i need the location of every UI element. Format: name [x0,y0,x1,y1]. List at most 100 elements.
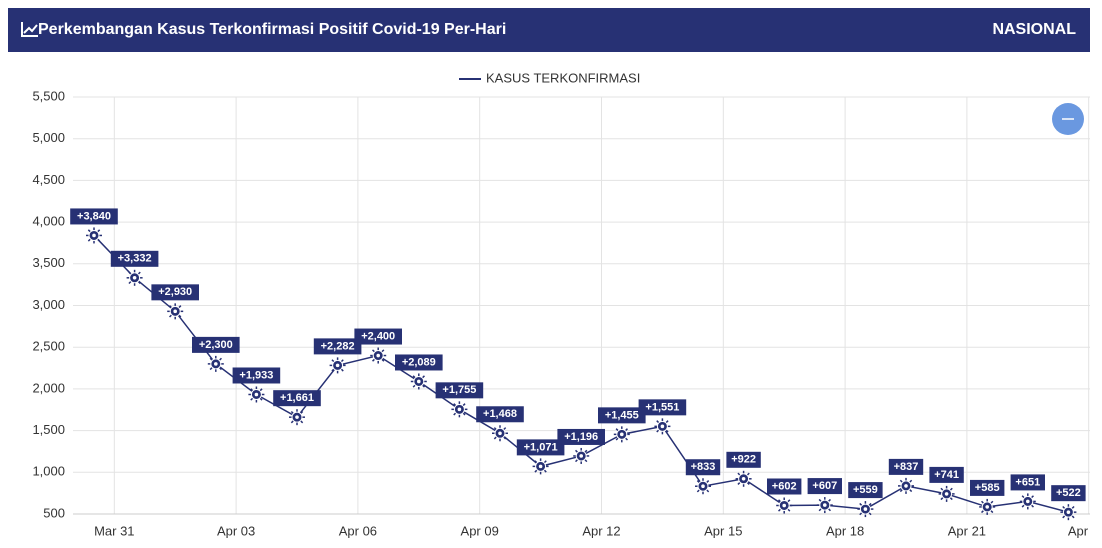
point-marker [654,418,671,435]
chart: 500 1,000 1,500 2,000 2,500 3,000 3,500 4,000 4,… [32,70,1090,538]
point-marker [329,357,346,374]
data-label-box [476,406,524,423]
data-label: +607 [812,480,837,492]
x-tick-label: Apr 09 [461,523,499,538]
point-marker [898,477,914,494]
point-marker [451,401,468,418]
point-marker [938,485,955,502]
point-marker [816,497,833,514]
marker-core [92,233,96,238]
data-label: +741 [934,469,959,481]
data-label-box [232,367,281,384]
data-label: +2,089 [402,356,436,368]
point-marker [1060,504,1077,521]
marker-core [295,415,299,419]
point-marker [86,227,102,244]
x-tick-label: Apr 18 [826,523,864,538]
data-label: +3,332 [118,253,152,265]
data-label-box [354,328,402,345]
marker-core [457,407,462,412]
point-marker [289,409,305,426]
data-label-box [557,428,605,445]
data-label: +1,196 [564,431,598,443]
data-label-box [151,284,199,301]
x-tick-label: Apr [1068,523,1089,538]
marker-core [701,484,705,489]
data-label-box [685,459,721,476]
data-label-box [273,390,321,407]
data-label: +1,071 [524,441,558,453]
y-tick-label: 3,000 [32,297,65,312]
point-marker [370,347,387,364]
data-label: +2,300 [199,339,233,351]
data-label: +585 [975,482,1000,494]
data-label-box [110,250,159,267]
marker-core [944,492,949,496]
data-label-box [1051,485,1086,502]
marker-core [620,432,624,437]
marker-core [132,276,137,280]
legend-label: KASUS TERKONFIRMASI [486,70,640,85]
data-label: +1,661 [280,392,314,404]
point-marker [695,478,711,495]
x-tick-label: Mar 31 [94,523,134,538]
data-label: +837 [894,461,919,473]
y-tick-label: 1,000 [32,464,65,479]
point-marker [248,386,265,403]
data-label-box [70,208,118,225]
point-marker [126,269,143,286]
x-tick-label: Apr 12 [582,523,620,538]
header-region: NASIONAL [992,21,1076,38]
data-label: +1,455 [605,409,639,421]
marker-core [782,503,786,508]
data-label: +559 [853,484,878,496]
marker-core [498,431,502,436]
data-label: +651 [1015,476,1040,488]
marker-core [214,362,218,366]
point-marker [573,447,590,464]
marker-core [335,363,340,368]
data-label-box [888,458,924,475]
data-label-box [395,354,443,371]
point-marker [776,497,793,514]
data-label: +1,755 [442,384,476,396]
data-label: +522 [1056,487,1081,499]
point-marker [1019,493,1036,510]
data-label: +833 [691,461,716,473]
point-marker [979,498,996,515]
x-tick-label: Apr 15 [704,523,742,538]
data-label: +2,400 [361,330,395,342]
marker-core [863,507,868,511]
y-tick-label: 2,000 [32,380,65,395]
data-label-box [1010,474,1045,491]
data-label: +922 [731,454,756,466]
data-label: +1,468 [483,408,517,420]
data-label-box [807,478,842,495]
data-label: +2,930 [158,286,192,298]
data-label-box [313,338,362,355]
y-tick-label: 500 [43,505,65,520]
y-tick-label: 3,500 [32,255,65,270]
data-label: +602 [772,480,797,492]
marker-core [417,379,421,384]
data-label-box [192,336,240,353]
marker-core [254,392,259,397]
marker-core [660,424,665,429]
marker-core [741,477,746,481]
y-tick-label: 5,500 [32,88,65,103]
marker-core [985,505,989,509]
point-marker [410,373,427,390]
data-label-box [726,451,761,468]
point-marker [207,355,224,372]
x-tick-label: Apr 21 [948,523,986,538]
data-label-box [598,407,646,424]
data-label-box [767,478,802,495]
y-tick-label: 5,000 [32,130,65,145]
point-marker [857,501,874,518]
y-tick-label: 4,000 [32,214,65,229]
data-label: +3,840 [77,210,111,222]
data-label-box [516,439,565,456]
data-label-box [929,466,964,483]
x-tick-label: Apr 06 [339,523,377,538]
